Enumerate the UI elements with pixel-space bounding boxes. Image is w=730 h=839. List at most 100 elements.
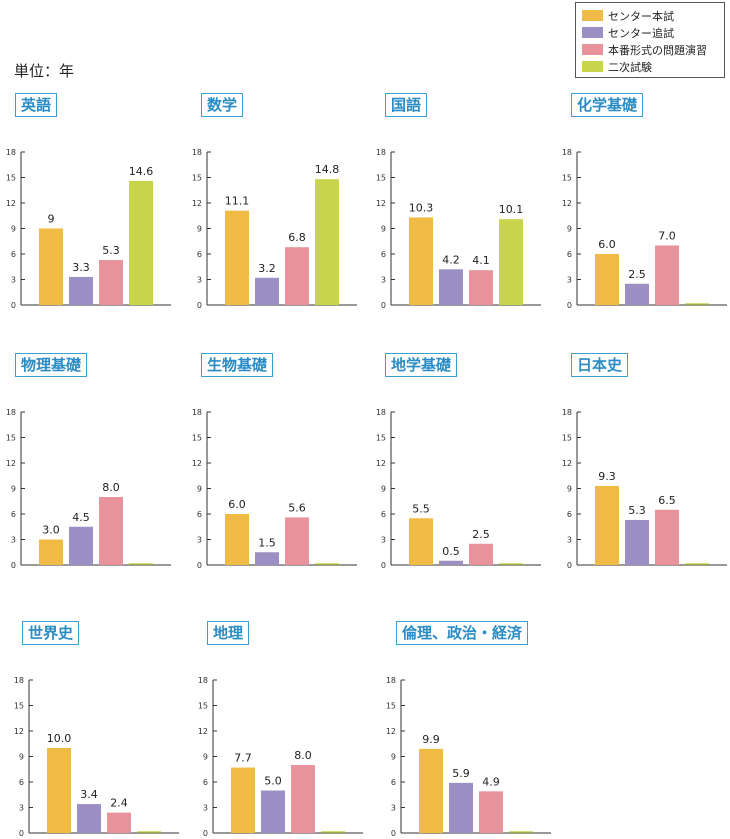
- y-tick-label: 0: [381, 561, 386, 570]
- bar: [469, 543, 493, 565]
- legend-label: センター追試: [608, 26, 674, 40]
- bar-chart: 0 3 6 9 12 15 18 10.0 3.4 2.4: [14, 676, 179, 838]
- bar-chart: 0 3 6 9 12 15 18 9 3.3 5.3 14.6: [6, 148, 171, 310]
- y-tick-label: 12: [14, 727, 24, 736]
- y-tick-label: 18: [192, 148, 202, 157]
- y-tick-label: 3: [11, 276, 16, 285]
- data-label: 3.2: [258, 262, 276, 275]
- data-label: 3.4: [80, 788, 98, 801]
- bar: [479, 791, 503, 833]
- bar: [315, 179, 339, 305]
- data-label: 4.1: [472, 254, 490, 267]
- legend: センター本試 センター追試 本番形式の問題演習 二次試験: [575, 2, 725, 78]
- panel-title: 倫理、政治・経済: [396, 621, 529, 645]
- y-tick-label: 15: [192, 174, 202, 183]
- bar: [595, 254, 619, 305]
- data-label: 14.8: [315, 163, 340, 176]
- data-label: 11.1: [225, 195, 250, 208]
- y-tick-label: 9: [381, 225, 386, 234]
- bar: [255, 277, 279, 305]
- bar: [231, 767, 255, 833]
- bar: [655, 245, 679, 305]
- y-tick-label: 0: [11, 561, 16, 570]
- bar: [469, 270, 493, 305]
- bar: [99, 497, 123, 565]
- data-label: 0.5: [442, 545, 460, 558]
- y-tick-label: 15: [562, 174, 572, 183]
- bar: [595, 485, 619, 565]
- y-tick-label: 0: [381, 301, 386, 310]
- bar: [69, 276, 93, 305]
- y-tick-label: 18: [6, 408, 16, 417]
- y-tick-label: 18: [376, 148, 386, 157]
- y-tick-label: 0: [197, 561, 202, 570]
- y-tick-label: 9: [11, 225, 16, 234]
- data-label: 2.4: [110, 797, 128, 810]
- data-label: 5.9: [452, 767, 470, 780]
- y-tick-label: 12: [192, 459, 202, 468]
- y-tick-label: 18: [198, 676, 208, 685]
- y-tick-label: 9: [567, 225, 572, 234]
- y-tick-label: 6: [203, 778, 208, 787]
- panel-title: 世界史: [22, 621, 80, 645]
- bar: [255, 552, 279, 565]
- bar-chart: 0 3 6 9 12 15 18 9.3 5.3 6.5: [562, 408, 727, 570]
- bar: [291, 765, 315, 833]
- y-tick-label: 18: [192, 408, 202, 417]
- y-tick-label: 9: [197, 485, 202, 494]
- data-label: 5.5: [412, 502, 430, 515]
- unit-label: 単位：年: [14, 62, 75, 80]
- y-tick-label: 3: [203, 804, 208, 813]
- bar-chart: 0 3 6 9 12 15 18 3.0 4.5 8.0: [6, 408, 171, 570]
- bar: [77, 804, 101, 833]
- y-tick-label: 9: [19, 753, 24, 762]
- y-tick-label: 0: [197, 301, 202, 310]
- y-tick-label: 3: [391, 804, 396, 813]
- data-label: 8.0: [294, 749, 312, 762]
- bar: [39, 228, 63, 305]
- y-tick-label: 6: [19, 778, 24, 787]
- y-tick-label: 3: [567, 536, 572, 545]
- y-tick-label: 15: [376, 434, 386, 443]
- panel-title: 国語: [385, 93, 428, 117]
- y-tick-label: 3: [197, 276, 202, 285]
- data-label: 2.5: [628, 268, 646, 281]
- y-tick-label: 12: [376, 459, 386, 468]
- legend-item: 二次試験: [582, 58, 718, 75]
- data-label: 10.0: [47, 732, 72, 745]
- bar-chart: 0 3 6 9 12 15 18 10.3 4.2 4.1 10.1: [376, 148, 541, 310]
- y-tick-label: 18: [6, 148, 16, 157]
- y-tick-label: 12: [6, 199, 16, 208]
- bar: [225, 210, 249, 305]
- y-tick-label: 15: [14, 702, 24, 711]
- bar: [47, 748, 71, 833]
- legend-label: 二次試験: [608, 60, 652, 74]
- bar: [225, 514, 249, 565]
- legend-label: センター本試: [608, 9, 674, 23]
- bar: [439, 560, 463, 565]
- y-tick-label: 12: [192, 199, 202, 208]
- data-label: 3.3: [72, 261, 90, 274]
- y-tick-label: 12: [376, 199, 386, 208]
- bar: [285, 517, 309, 565]
- data-label: 5.3: [102, 244, 120, 257]
- bar-chart: 0 3 6 9 12 15 18 6.0 2.5 7.0: [562, 148, 727, 310]
- data-label: 4.5: [72, 511, 90, 524]
- y-tick-label: 6: [11, 510, 16, 519]
- bar: [449, 782, 473, 833]
- y-tick-label: 9: [203, 753, 208, 762]
- data-label: 14.6: [129, 165, 154, 178]
- bar: [625, 519, 649, 565]
- bar: [655, 509, 679, 565]
- bar: [261, 790, 285, 833]
- panel-title: 英語: [15, 93, 58, 117]
- legend-item: センター本試: [582, 7, 718, 24]
- bar: [99, 259, 123, 305]
- legend-item: 本番形式の問題演習: [582, 41, 718, 58]
- bar: [409, 518, 433, 565]
- data-label: 7.7: [234, 752, 252, 765]
- data-label: 9.3: [598, 470, 616, 483]
- y-tick-label: 3: [11, 536, 16, 545]
- y-tick-label: 0: [19, 829, 24, 838]
- legend-swatch: [582, 27, 603, 38]
